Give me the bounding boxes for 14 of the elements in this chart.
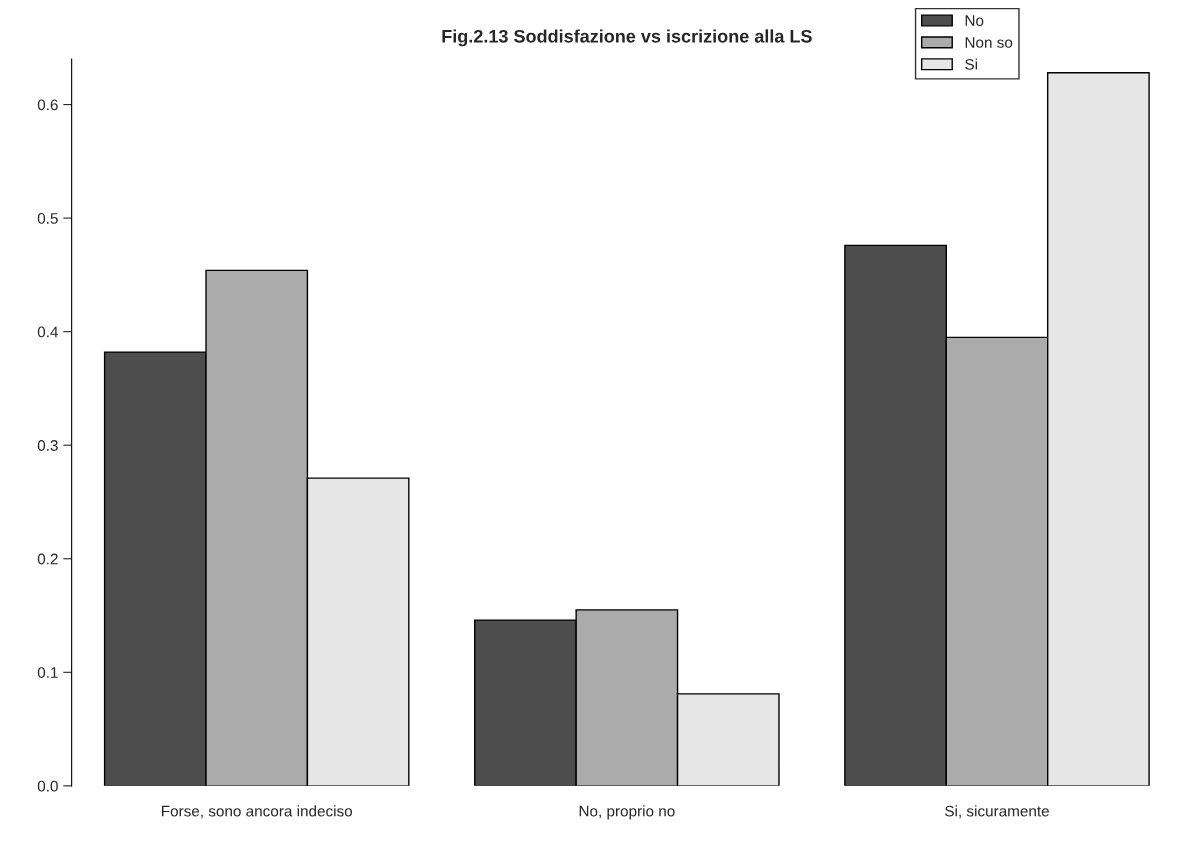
y-tick-label: 0.0 (37, 780, 58, 792)
x-tick-label: Forse, sono ancora indeciso (162, 805, 353, 819)
y-tick-label: 0.1 (37, 667, 58, 678)
chart-title: Fig.2.13 Soddisfazione vs iscrizione alla LS (442, 29, 812, 47)
legend-label: Si (965, 58, 977, 70)
x-tick-label: Si, sicuramente (945, 805, 1049, 819)
legend-label: Non so (965, 37, 1013, 48)
y-tick-label: 0.6 (37, 99, 58, 111)
x-tick-label: No, proprio no (579, 805, 675, 820)
y-tick-label: 0.4 (37, 326, 58, 338)
y-tick-label: 0.5 (37, 212, 58, 224)
y-tick-label: 0.2 (37, 553, 58, 565)
legend-label: No (965, 15, 984, 26)
y-tick-label: 0.3 (37, 440, 58, 451)
